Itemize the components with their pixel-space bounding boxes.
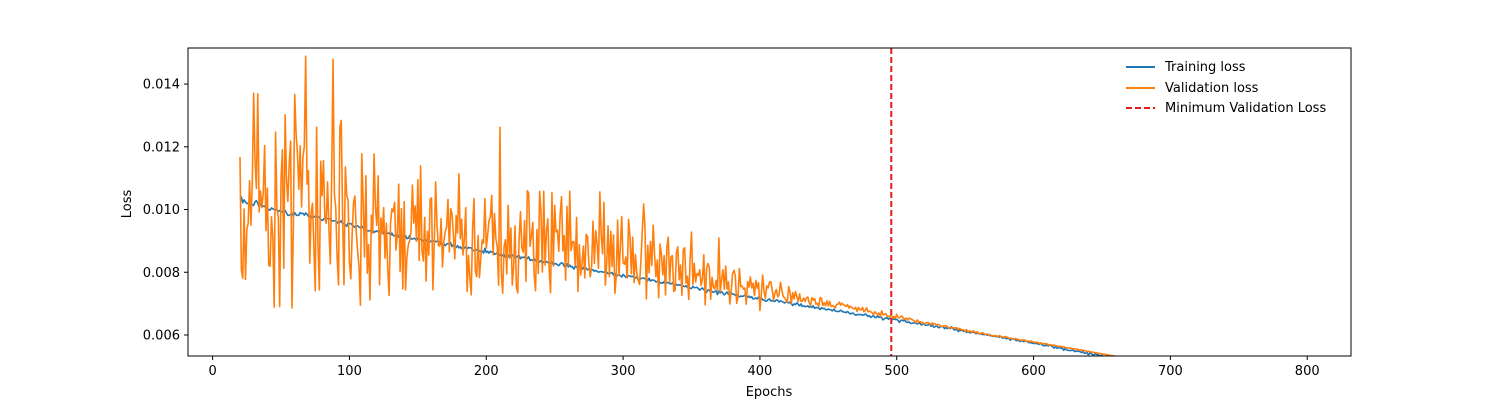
x-tick-label: 500 (884, 364, 909, 379)
x-tick-label: 700 (1158, 364, 1183, 379)
x-tick-label: 0 (208, 364, 216, 379)
legend-label-validation: Validation loss (1165, 81, 1259, 96)
y-axis: 0.006 0.008 0.010 0.012 0.014 (143, 78, 188, 343)
plot-frame (187, 47, 1352, 357)
y-tick-label: 0.006 (143, 328, 180, 343)
x-tick-label: 800 (1295, 364, 1320, 379)
legend-label-training: Training loss (1164, 60, 1246, 75)
legend: Training loss Validation loss Minimum Va… (1126, 60, 1326, 116)
x-tick-label: 300 (611, 364, 636, 379)
x-tick-label: 400 (748, 364, 773, 379)
x-tick-label: 200 (474, 364, 499, 379)
y-tick-label: 0.014 (143, 78, 180, 93)
series-layer (239, 55, 1119, 356)
x-tick-label: 600 (1021, 364, 1046, 379)
series-line-validation-loss (239, 55, 1119, 356)
x-axis: 0 100 200 300 400 500 600 700 800 (208, 356, 1320, 379)
y-axis-label: Loss (120, 190, 135, 219)
legend-label-min-val: Minimum Validation Loss (1165, 101, 1326, 116)
y-tick-label: 0.012 (143, 140, 180, 155)
y-tick-label: 0.008 (143, 266, 180, 281)
x-tick-label: 100 (337, 364, 362, 379)
x-axis-label: Epochs (746, 385, 793, 400)
y-tick-label: 0.010 (143, 203, 180, 218)
